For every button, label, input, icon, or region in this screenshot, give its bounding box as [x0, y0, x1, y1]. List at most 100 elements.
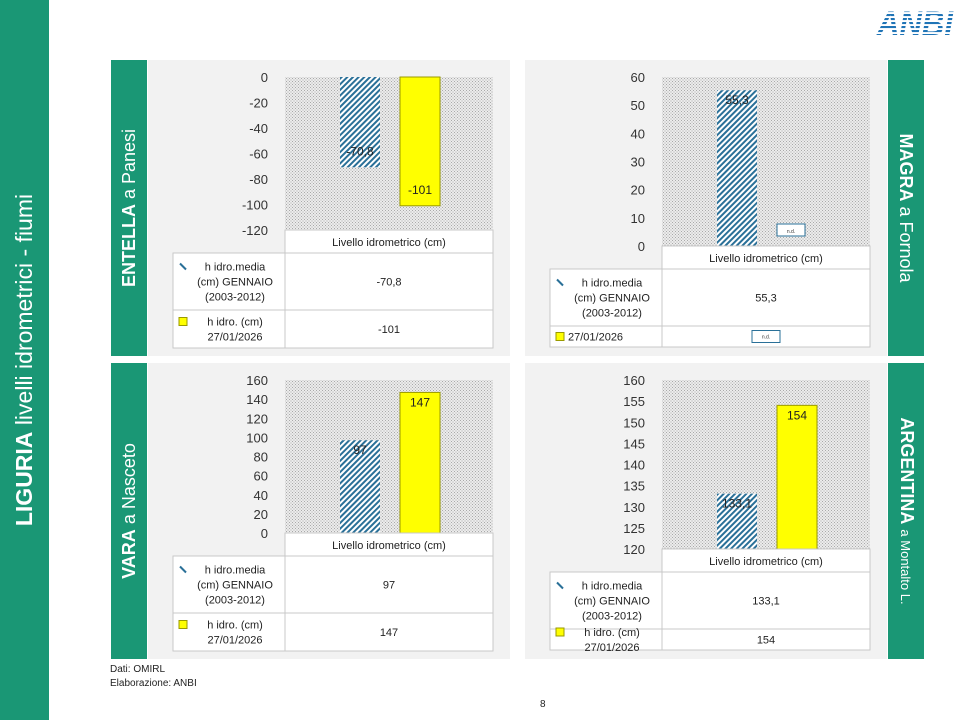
bar [340, 77, 380, 168]
series-name: 27/01/2026 [207, 332, 262, 344]
y-tick-label: 40 [254, 488, 268, 503]
y-tick-label: 0 [261, 70, 268, 85]
series-name: (cm) GENNAIO [574, 293, 650, 305]
river-station: a Montalto L. [898, 529, 913, 605]
value-cell [661, 628, 871, 651]
page-title-subject: livelli idrometrici - fiumi [11, 193, 37, 426]
y-tick-label: 135 [623, 479, 645, 494]
river-name: ENTELLA [119, 204, 139, 288]
plot-area [285, 77, 493, 230]
legend-key-hatch [179, 262, 187, 271]
chart-panel-entella: 0 -20 -40 -60 -80 -100 -120 -70,8 -101 Livello id… [148, 60, 510, 356]
legend-key-solid [555, 627, 565, 637]
y-tick-label: 30 [631, 155, 645, 170]
page-number: 8 [540, 699, 546, 710]
value-cell [284, 612, 494, 652]
table-value: 154 [757, 635, 775, 647]
bar [717, 493, 757, 549]
legend-key-hatch [556, 278, 564, 287]
legend-key-solid [178, 317, 188, 326]
bar [399, 76, 441, 207]
river-station: a Nasceto [119, 443, 139, 525]
table-value: 133,1 [752, 596, 780, 608]
bar-data-label: -101 [408, 183, 432, 197]
elaboration-credit: Elaborazione: ANBI [110, 678, 197, 689]
series-name: h idro. (cm) [207, 317, 263, 329]
category-label: Livello idrometrico (cm) [709, 253, 823, 265]
page-title-region: LIGURIA [11, 431, 37, 527]
legend-key-solid [178, 620, 188, 629]
bar-data-label: 55,3 [725, 93, 749, 107]
value-cell [284, 555, 494, 614]
legend-cell [549, 571, 663, 630]
series-name: (2003-2012) [205, 292, 265, 304]
series-name: (cm) GENNAIO [197, 277, 273, 289]
chart-magra: 60 50 40 30 20 10 0 55,3 n.d. Livello idrometrico… [549, 70, 871, 348]
y-tick-label: 60 [254, 469, 268, 484]
svg-text:ANBI: ANBI [876, 6, 954, 38]
y-tick-label: 130 [623, 500, 645, 515]
bar [340, 440, 380, 533]
chart-panel-argentina: 160 155 150 145 140 135 130 125 120 133,1 154 Livel… [525, 363, 887, 659]
river-station: a Panesi [119, 128, 139, 200]
series-name: (cm) GENNAIO [197, 580, 273, 592]
data-source: Dati: OMIRL [110, 664, 166, 675]
y-tick-label: 60 [631, 70, 645, 85]
series-name: 27/01/2026 [568, 332, 623, 344]
series-name: h idro.media [205, 262, 266, 274]
y-tick-label: 80 [254, 450, 268, 465]
table-value: 97 [383, 580, 395, 592]
bar-data-label: 147 [410, 395, 430, 409]
series-name: (cm) GENNAIO [574, 596, 650, 608]
chart-argentina: 160 155 150 145 140 135 130 125 120 133,1 154 Livel… [549, 373, 871, 654]
y-tick-label: 120 [623, 542, 645, 557]
bar-nd-marker [776, 223, 806, 237]
plot-area [285, 380, 493, 533]
chart-panel-magra: 60 50 40 30 20 10 0 55,3 n.d. Livello idrometrico… [525, 60, 887, 356]
series-name: h idro.media [205, 565, 266, 577]
y-tick-label: 10 [631, 211, 645, 226]
side-band: LIGURIA livelli idrometrici - fiumi [0, 0, 49, 720]
table-value: 55,3 [755, 293, 776, 305]
river-label-magra: MAGRA a Fornola [888, 60, 924, 356]
y-tick-label: -100 [242, 198, 268, 213]
table-value: -70,8 [376, 277, 401, 289]
y-tick-label: 40 [631, 126, 645, 141]
y-tick-label: 120 [246, 411, 268, 426]
series-name: h idro.media [582, 581, 643, 593]
source-note: Dati: OMIRL Elaborazione: ANBI [110, 663, 197, 691]
bar [776, 404, 818, 550]
y-tick-label: 140 [623, 458, 645, 473]
river-label-argentina: ARGENTINA a Montalto L. [888, 363, 924, 659]
y-tick-label: 0 [261, 526, 268, 541]
y-tick-label: 160 [623, 373, 645, 388]
legend-cell [172, 309, 286, 349]
bar-data-label: n.d. [787, 229, 795, 235]
y-tick-label: 145 [623, 436, 645, 451]
chart-entella: 0 -20 -40 -60 -80 -100 -120 -70,8 -101 Livello id… [172, 70, 494, 349]
y-tick-label: 20 [254, 507, 268, 522]
value-cell [284, 309, 494, 349]
y-tick-label: 140 [246, 392, 268, 407]
legend-cell [172, 555, 286, 614]
y-tick-label: -80 [249, 172, 268, 187]
plot-area [662, 380, 870, 549]
anbi-logo: ANBI [876, 6, 954, 38]
bar-data-label: -70,8 [346, 144, 374, 158]
y-tick-label: 125 [623, 521, 645, 536]
table-value: -101 [378, 324, 400, 336]
series-name: (2003-2012) [582, 308, 642, 320]
bar-data-label: 97 [353, 443, 367, 457]
y-tick-label: 20 [631, 183, 645, 198]
river-name: VARA [119, 529, 139, 579]
plot-area [662, 77, 870, 246]
legend-key-hatch [179, 565, 187, 574]
y-tick-label: 0 [638, 239, 645, 254]
y-tick-label: -40 [249, 121, 268, 136]
category-label: Livello idrometrico (cm) [332, 540, 446, 552]
y-tick-label: 155 [623, 394, 645, 409]
page-title: LIGURIA livelli idrometrici - fiumi [11, 194, 37, 526]
river-name: MAGRA [896, 133, 916, 202]
bar-data-label: 154 [787, 408, 807, 422]
y-tick-label: -120 [242, 223, 268, 238]
